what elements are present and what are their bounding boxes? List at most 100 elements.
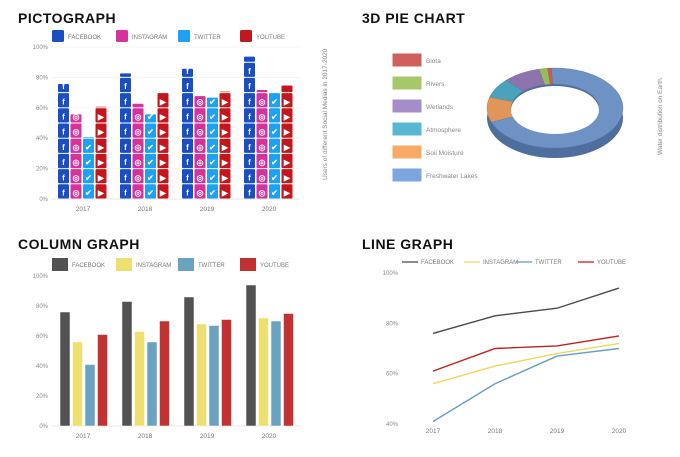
youtube-icon	[281, 85, 293, 93]
facebook-icon	[244, 62, 255, 77]
youtube-icon-glyph: ▶	[159, 128, 167, 137]
youtube-icon-glyph: ▶	[221, 158, 229, 167]
facebook-icon	[58, 123, 69, 138]
facebook-icon	[182, 93, 193, 108]
youtube-icon	[95, 123, 107, 138]
instagram-icon	[194, 108, 206, 123]
instagram-icon	[132, 138, 144, 153]
facebook-icon	[182, 123, 193, 138]
twitter-icon-glyph: ✔	[147, 143, 154, 152]
twitter-icon-glyph: ✔	[209, 128, 216, 137]
pictograph-bar: ▶ ▶ ▶ ▶ ▶ ▶ ▶	[157, 93, 169, 199]
instagram-icon-glyph: ◎	[197, 143, 204, 152]
pictograph-bar: ▶ ▶ ▶ ▶ ▶ ▶	[95, 106, 107, 199]
line-ytick: 40%	[386, 422, 399, 428]
twitter-icon	[269, 169, 280, 184]
youtube-icon-glyph: ▶	[283, 113, 291, 122]
youtube-icon-glyph: ▶	[221, 97, 229, 106]
twitter-icon-glyph: ✔	[85, 189, 92, 198]
instagram-icon-glyph: ◎	[197, 113, 204, 122]
instagram-icon-glyph: ◎	[259, 128, 266, 137]
twitter-icon-glyph: ✔	[147, 189, 154, 198]
instagram-icon	[70, 138, 82, 153]
instagram-icon	[194, 184, 206, 199]
column-xtick: 2020	[262, 433, 277, 440]
facebook-icon-glyph: f	[124, 128, 127, 137]
twitter-icon-glyph: ✔	[271, 97, 278, 106]
twitter-icon-glyph: ✔	[209, 158, 216, 167]
youtube-icon-glyph: ▶	[97, 189, 105, 198]
facebook-icon	[244, 123, 255, 138]
instagram-icon	[194, 96, 206, 108]
pie-legend-label: Atmosphere	[426, 127, 461, 134]
youtube-icon	[219, 169, 231, 184]
facebook-icon	[58, 83, 69, 93]
instagram-icon-glyph: ◎	[197, 173, 204, 182]
youtube-icon	[219, 108, 231, 123]
column-legend-swatch	[116, 258, 132, 271]
facebook-icon-glyph: f	[124, 82, 127, 91]
instagram-icon	[194, 169, 206, 184]
instagram-icon-glyph: ◎	[135, 173, 142, 182]
youtube-icon	[157, 153, 169, 169]
pictograph-ytick: 40%	[36, 136, 49, 142]
pictograph-bar: ✔ ✔ ✔ ✔ ✔ ✔ ✔	[207, 97, 218, 199]
line-xtick: 2020	[612, 428, 627, 435]
column-legend-swatch	[178, 258, 194, 271]
twitter-icon	[269, 93, 280, 108]
pictograph-bar: ◎ ◎ ◎ ◎ ◎ ◎ ◎	[256, 90, 268, 199]
instagram-icon-glyph: ◎	[135, 128, 142, 137]
pictograph-bar: ▶ ▶ ▶ ▶ ▶ ▶ ▶	[219, 91, 231, 199]
facebook-icon	[244, 153, 255, 169]
facebook-icon-glyph: f	[62, 189, 65, 198]
facebook-icon	[244, 184, 255, 199]
youtube-icon-glyph: ▶	[159, 173, 167, 182]
instagram-icon-glyph: ◎	[135, 113, 142, 122]
pictograph-legend-label: YOUTUBE	[256, 35, 285, 41]
pie-legend-label: Biota	[426, 58, 441, 65]
column-ytick: 80%	[36, 304, 49, 310]
facebook-icon-glyph: f	[124, 189, 127, 198]
facebook-icon	[182, 108, 193, 123]
twitter-icon	[145, 184, 156, 199]
facebook-icon	[58, 153, 69, 169]
twitter-icon-glyph: ✔	[271, 113, 278, 122]
instagram-icon	[132, 108, 144, 123]
twitter-icon-glyph: ✔	[271, 189, 278, 198]
facebook-icon-glyph: f	[62, 173, 65, 182]
youtube-icon-glyph: ▶	[283, 189, 291, 198]
facebook-icon-glyph: f	[248, 97, 251, 106]
twitter-icon	[207, 123, 218, 138]
facebook-icon	[58, 169, 69, 184]
line-xtick: 2017	[426, 428, 441, 435]
twitter-icon	[83, 184, 94, 199]
pie-legend-label: Freshwater Lakes	[426, 173, 478, 180]
column-bar-twitter	[208, 325, 220, 427]
youtube-icon	[281, 93, 293, 108]
facebook-icon-glyph: f	[248, 113, 251, 122]
pictograph-side-label: Users of different Social Medias in 2017…	[322, 48, 329, 180]
instagram-icon	[256, 138, 268, 153]
instagram-icon-glyph: ◎	[73, 128, 80, 137]
youtube-icon	[240, 30, 252, 42]
pictograph-ytick: 100%	[33, 45, 49, 51]
instagram-icon-glyph: ◎	[73, 189, 80, 198]
facebook-icon	[244, 56, 255, 62]
pictograph-ytick: 20%	[36, 167, 49, 173]
instagram-icon	[194, 123, 206, 138]
pictograph-bar: ✔ ✔ ✔ ✔	[83, 137, 94, 199]
youtube-icon	[219, 123, 231, 138]
column-legend-label: YOUTUBE	[260, 263, 289, 269]
facebook-icon	[120, 153, 131, 169]
facebook-icon-glyph: f	[62, 113, 65, 122]
facebook-icon-glyph: f	[248, 173, 251, 182]
facebook-icon-glyph: f	[62, 128, 65, 137]
youtube-icon-glyph: ▶	[283, 97, 291, 106]
line-xtick: 2018	[488, 428, 503, 435]
column-bar-twitter	[84, 364, 96, 427]
pie-legend-label: Soil Moisture	[426, 150, 464, 157]
column-legend-label: TWITTER	[198, 263, 225, 269]
facebook-icon-glyph: f	[248, 67, 251, 76]
instagram-icon	[194, 153, 206, 169]
pictograph-legend-label: INSTAGRAM	[132, 35, 167, 41]
